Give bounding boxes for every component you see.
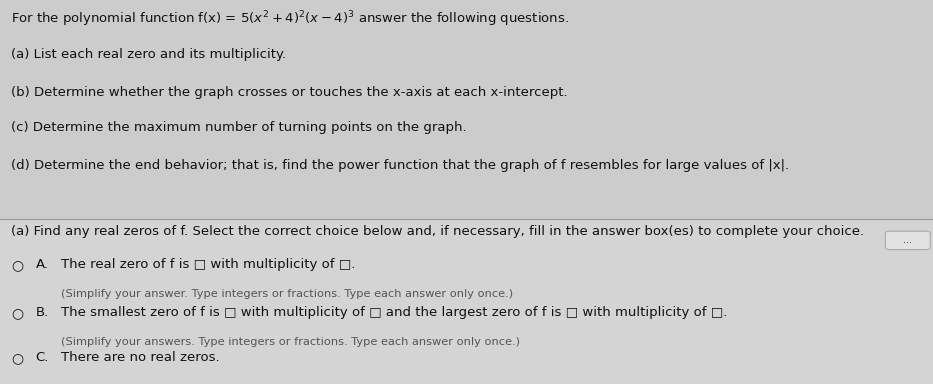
Text: (b) Determine whether the graph crosses or touches the x-axis at each x-intercep: (b) Determine whether the graph crosses … [11,86,568,99]
Text: C.: C. [35,351,49,364]
Text: B.: B. [35,306,49,319]
Text: ○: ○ [11,351,23,365]
FancyBboxPatch shape [0,0,933,219]
Text: There are no real zeros.: There are no real zeros. [61,351,219,364]
FancyBboxPatch shape [0,219,933,384]
Text: (a) Find any real zeros of f. Select the correct choice below and, if necessary,: (a) Find any real zeros of f. Select the… [11,225,864,238]
FancyBboxPatch shape [885,231,930,250]
Text: A.: A. [35,258,49,271]
Text: For the polynomial function f(x) = 5$(x^2+4)^2$$(x-4)^3$ answer the following qu: For the polynomial function f(x) = 5$(x^… [11,10,569,29]
Text: (Simplify your answer. Type integers or fractions. Type each answer only once.): (Simplify your answer. Type integers or … [61,289,513,299]
Text: ○: ○ [11,258,23,272]
Text: (a) List each real zero and its multiplicity.: (a) List each real zero and its multipli… [11,48,286,61]
Text: (Simplify your answers. Type integers or fractions. Type each answer only once.): (Simplify your answers. Type integers or… [61,337,520,347]
Text: (c) Determine the maximum number of turning points on the graph.: (c) Determine the maximum number of turn… [11,121,466,134]
Text: ○: ○ [11,306,23,320]
Text: (d) Determine the end behavior; that is, find the power function that the graph : (d) Determine the end behavior; that is,… [11,159,789,172]
Text: ...: ... [903,235,912,245]
Text: The smallest zero of f is □ with multiplicity of □ and the largest zero of f is : The smallest zero of f is □ with multipl… [61,306,727,319]
Text: The real zero of f is □ with multiplicity of □.: The real zero of f is □ with multiplicit… [61,258,355,271]
